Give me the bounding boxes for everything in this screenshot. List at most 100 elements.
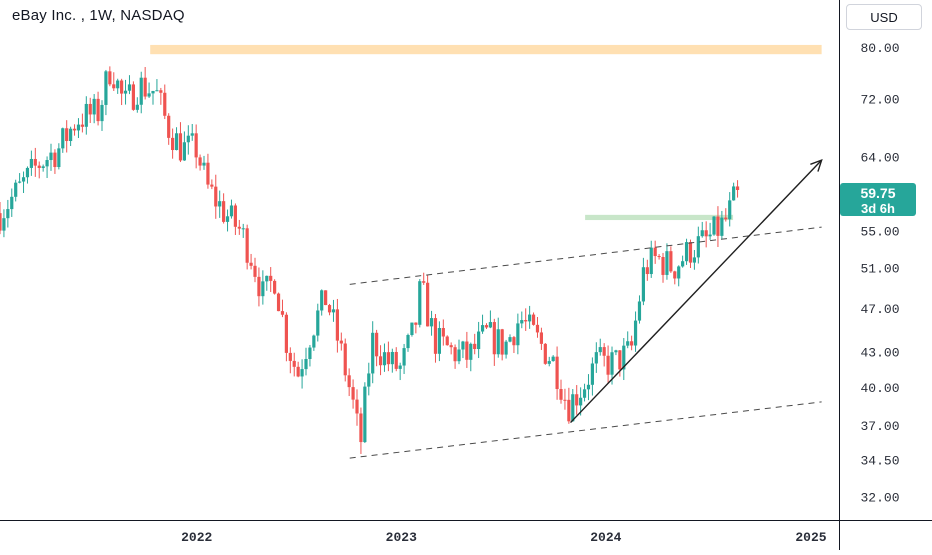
candle-down xyxy=(465,341,469,360)
candle-down xyxy=(414,322,418,325)
candle-down xyxy=(673,271,677,279)
candle-up xyxy=(610,352,614,375)
price-tick-label: 80.00 xyxy=(860,41,899,56)
candle-down xyxy=(245,228,249,263)
candle-up xyxy=(398,365,402,369)
candle-up xyxy=(547,361,551,364)
candle-up xyxy=(720,217,724,236)
last-price-tag: 59.75 3d 6h xyxy=(840,183,916,216)
channel-upper-line[interactable] xyxy=(349,226,822,285)
candle-down xyxy=(669,251,673,272)
resistance-zone[interactable] xyxy=(150,44,822,55)
candle-down xyxy=(449,345,453,348)
candle-up xyxy=(594,352,598,364)
candle-down xyxy=(512,337,516,346)
price-tick-label: 32.00 xyxy=(860,490,899,505)
candle-down xyxy=(233,205,237,227)
candle-down xyxy=(630,341,634,346)
candle-up xyxy=(681,261,685,267)
candle-down xyxy=(375,332,379,357)
candle-up xyxy=(202,162,206,166)
trend-arrow-line[interactable] xyxy=(570,159,823,424)
candle-up xyxy=(696,236,700,258)
candle-up xyxy=(104,71,108,105)
candle-up xyxy=(367,373,371,387)
candle-down xyxy=(716,216,720,236)
price-tick-label: 43.00 xyxy=(860,345,899,360)
candle-up xyxy=(14,182,18,197)
candle-up xyxy=(488,322,492,328)
candle-up xyxy=(520,320,524,324)
candle-down xyxy=(378,356,383,366)
candle-down xyxy=(108,71,112,85)
candle-down xyxy=(347,375,351,388)
candle-up xyxy=(598,347,602,353)
price-tick-label: 37.00 xyxy=(860,419,899,434)
candle-down xyxy=(37,165,41,168)
candle-down xyxy=(143,77,147,97)
candle-up xyxy=(437,328,441,354)
candle-up xyxy=(582,389,587,398)
candle-down xyxy=(276,293,281,312)
candle-up xyxy=(477,331,481,350)
candle-up xyxy=(590,363,595,385)
annotation-lines xyxy=(349,158,823,459)
candle-down xyxy=(524,320,528,322)
candle-down xyxy=(96,98,100,122)
candle-down xyxy=(343,343,347,376)
channel-lower-line[interactable] xyxy=(349,401,822,459)
candle-up xyxy=(18,181,22,183)
candle-up xyxy=(331,309,336,313)
candle-down xyxy=(359,413,363,443)
price-axis[interactable]: 80.00 72.00 64.00 55.00 51.00 47.00 43.00 40.00… xyxy=(839,0,900,550)
candle-down xyxy=(535,324,540,333)
candle-up xyxy=(100,104,104,122)
candle-down xyxy=(178,133,183,161)
candle-down xyxy=(555,356,559,390)
price-tick-label: 55.00 xyxy=(860,225,899,240)
candle-down xyxy=(327,305,332,313)
candle-down xyxy=(386,352,390,365)
currency-button[interactable]: USD xyxy=(846,4,922,30)
candle-up xyxy=(665,251,669,275)
candle-down xyxy=(426,282,430,327)
candle-down xyxy=(269,275,273,281)
candle-series xyxy=(0,66,740,454)
candle-down xyxy=(210,184,214,187)
breakout-zone[interactable] xyxy=(585,214,734,221)
candle-down xyxy=(284,314,288,353)
candle-up xyxy=(155,90,159,92)
candle-down xyxy=(167,115,171,138)
candle-up xyxy=(45,160,49,167)
candle-down xyxy=(33,158,37,166)
candle-down xyxy=(288,352,292,361)
candle-up xyxy=(41,166,45,168)
candle-down xyxy=(492,322,496,355)
candle-up xyxy=(312,335,316,348)
candle-down xyxy=(433,318,438,354)
candle-down xyxy=(222,201,226,222)
candle-up xyxy=(57,148,61,168)
candle-up xyxy=(49,152,53,161)
candle-down xyxy=(257,276,261,297)
candle-up xyxy=(732,186,736,201)
candle-down xyxy=(214,186,218,207)
candle-down xyxy=(645,267,649,275)
candle-up xyxy=(382,352,387,366)
candle-up xyxy=(261,281,265,297)
price-tick-label: 72.00 xyxy=(860,92,899,107)
candle-down xyxy=(249,262,253,266)
time-axis[interactable]: 2022 2023 2024 2025 xyxy=(0,520,932,546)
candle-up xyxy=(418,281,422,325)
candle-up xyxy=(316,310,320,336)
candle-up xyxy=(649,247,653,275)
candle-up xyxy=(151,90,155,94)
candle-up xyxy=(21,177,26,182)
time-tick-label: 2022 xyxy=(181,530,212,545)
candle-up xyxy=(469,343,473,360)
candle-up xyxy=(633,320,638,346)
candle-up xyxy=(508,337,512,342)
last-price-value: 59.75 xyxy=(860,185,896,201)
chart-title: eBay Inc. , 1W, NASDAQ xyxy=(12,7,185,24)
